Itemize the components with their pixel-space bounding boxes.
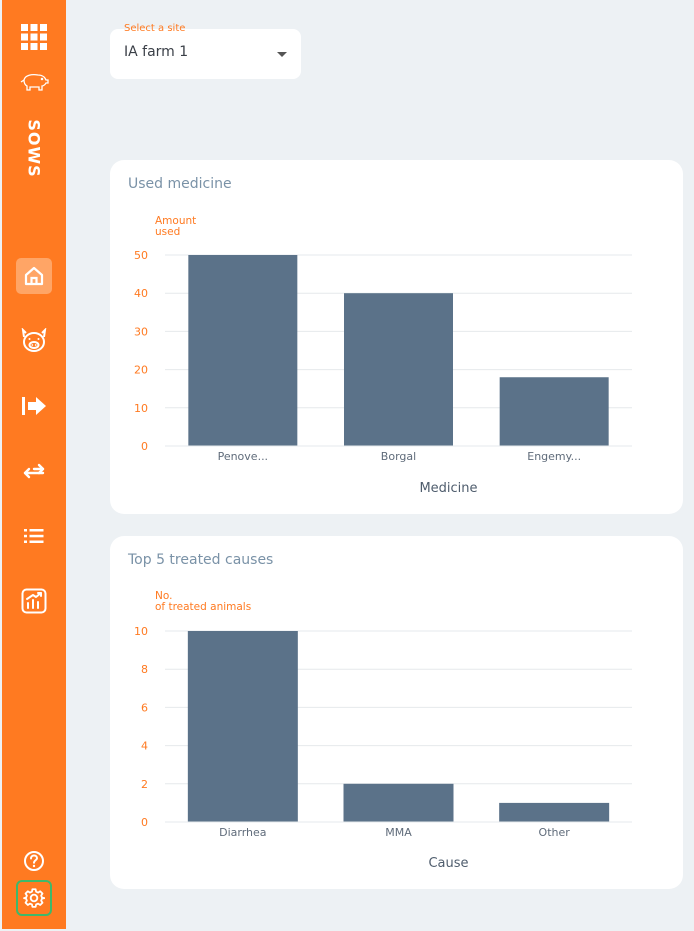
home-icon[interactable] — [16, 258, 52, 294]
settings-icon[interactable] — [16, 880, 52, 916]
transfer-arrows-icon[interactable] — [16, 453, 52, 489]
bar[interactable] — [499, 377, 609, 446]
bar[interactable] — [499, 802, 610, 822]
y-tick-label: 10 — [134, 625, 148, 638]
y-tick-label: 10 — [134, 402, 148, 415]
x-tick-label: Penove... — [218, 450, 268, 463]
y-tick-label: 4 — [141, 740, 148, 753]
bar[interactable] — [344, 293, 453, 446]
bar[interactable] — [343, 783, 454, 822]
used-medicine-card: Used medicine Amount used 0 10 20 30 40 50 Penov… — [110, 160, 683, 514]
y-axis-label: of treated animals — [155, 601, 251, 613]
x-tick-label: Engemy... — [527, 450, 581, 463]
y-axis-label: Amount — [155, 215, 196, 227]
bar[interactable] — [188, 255, 298, 446]
sidebar: SOWS — [2, 0, 66, 929]
apps-grid-icon[interactable] — [16, 19, 52, 55]
chevron-down-icon[interactable] — [277, 52, 287, 57]
x-axis-label: Cause — [428, 856, 468, 871]
x-tick-label: Borgal — [381, 450, 416, 463]
y-tick-label: 20 — [134, 364, 148, 377]
pig-logo-icon — [16, 64, 52, 100]
site-select[interactable]: Select a site IA farm 1 — [110, 23, 301, 79]
x-tick-label: MMA — [385, 826, 412, 839]
site-select-value: IA farm 1 — [124, 44, 189, 60]
help-icon[interactable] — [16, 843, 52, 879]
x-tick-label: Other — [539, 826, 571, 839]
y-tick-label: 0 — [141, 440, 148, 453]
site-select-label: Select a site — [124, 23, 186, 34]
x-axis-label: Medicine — [419, 481, 477, 496]
bar[interactable] — [187, 631, 298, 822]
y-tick-label: 40 — [134, 287, 148, 300]
brand-logo: SOWS — [24, 118, 44, 178]
y-tick-label: 30 — [134, 325, 148, 338]
treated-causes-card: Top 5 treated causes No. of treated anima… — [110, 536, 683, 889]
chart-title: Top 5 treated causes — [128, 552, 274, 568]
y-tick-label: 50 — [134, 249, 148, 262]
arrow-right-icon[interactable] — [16, 388, 52, 424]
treated-causes-chart: No.of treated animals 0 2 4 6 8 10 Diarrhea MMA O… — [134, 590, 632, 871]
x-tick-label: Diarrhea — [219, 826, 266, 839]
y-tick-label: 6 — [141, 701, 148, 714]
chart-title: Used medicine — [128, 176, 232, 192]
report-chart-icon[interactable] — [16, 583, 52, 619]
list-icon[interactable] — [16, 518, 52, 554]
y-tick-label: 0 — [141, 816, 148, 829]
y-axis-label: used — [155, 226, 180, 238]
y-tick-label: 8 — [141, 663, 148, 676]
pig-face-icon[interactable] — [16, 323, 52, 359]
y-tick-label: 2 — [141, 778, 148, 791]
y-axis-label: No. — [155, 590, 172, 602]
